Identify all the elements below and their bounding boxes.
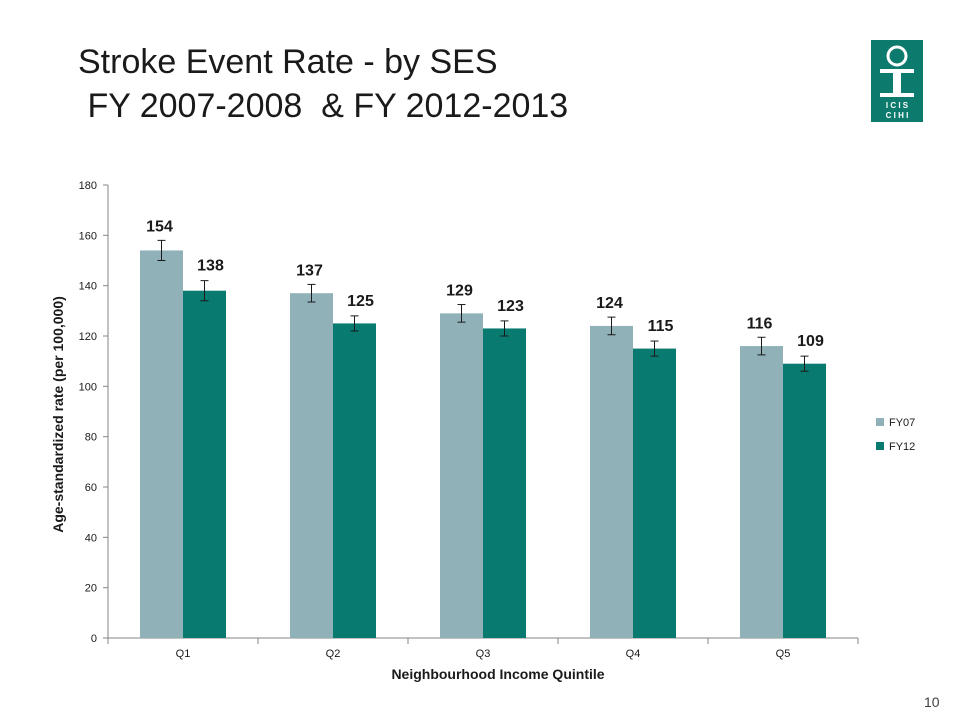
x-tick-label: Q3 bbox=[476, 648, 491, 660]
logo-bottom-bar bbox=[880, 93, 914, 97]
bar-fy12 bbox=[633, 348, 676, 638]
data-label: 138 bbox=[197, 258, 224, 275]
data-label: 129 bbox=[446, 283, 473, 300]
data-label: 154 bbox=[146, 218, 173, 235]
y-tick-label: 60 bbox=[85, 482, 97, 494]
legend-swatch-fy12 bbox=[876, 442, 884, 450]
bar-fy07 bbox=[140, 250, 183, 638]
x-axis-title: Neighbourhood Income Quintile bbox=[391, 666, 604, 682]
bar-fy07 bbox=[290, 293, 333, 638]
bar-fy07 bbox=[740, 346, 783, 638]
x-tick-label: Q4 bbox=[626, 648, 641, 660]
legend-label-fy07: FY07 bbox=[889, 417, 915, 429]
y-tick-label: 120 bbox=[79, 331, 97, 343]
bar-fy12 bbox=[183, 290, 226, 638]
logo-ring bbox=[886, 45, 908, 67]
cihi-logo: I C I S C I H I bbox=[871, 40, 923, 122]
logo-stem bbox=[893, 69, 901, 97]
data-label: 137 bbox=[296, 262, 323, 279]
bar-fy12 bbox=[483, 328, 526, 638]
legend-swatch-fy07 bbox=[876, 418, 884, 426]
y-tick-label: 100 bbox=[79, 381, 97, 393]
data-label: 125 bbox=[347, 293, 374, 310]
data-label: 124 bbox=[596, 295, 623, 312]
logo-text-bottom: C I H I bbox=[886, 111, 909, 120]
y-axis-title: Age-standardized rate (per 100,000) bbox=[50, 296, 66, 533]
y-tick-label: 80 bbox=[85, 432, 97, 444]
x-tick-label: Q5 bbox=[776, 648, 791, 660]
page-number: 10 bbox=[924, 694, 940, 710]
data-label: 109 bbox=[797, 333, 824, 350]
y-tick-label: 140 bbox=[79, 281, 97, 293]
logo-text-top: I C I S bbox=[886, 101, 909, 110]
title-line-2: FY 2007-2008 & FY 2012-2013 bbox=[78, 87, 569, 125]
y-tick-label: 160 bbox=[79, 230, 97, 242]
bar-fy12 bbox=[783, 363, 826, 638]
legend-label-fy12: FY12 bbox=[889, 441, 915, 453]
slide-title: Stroke Event Rate - by SES FY 2007-2008 … bbox=[78, 40, 838, 128]
y-tick-label: 20 bbox=[85, 583, 97, 595]
data-label: 123 bbox=[497, 298, 524, 315]
x-tick-label: Q1 bbox=[176, 648, 191, 660]
y-tick-label: 180 bbox=[79, 180, 97, 192]
title-line-1: Stroke Event Rate - by SES bbox=[78, 43, 498, 81]
bar-fy12 bbox=[333, 323, 376, 638]
data-label: 116 bbox=[747, 315, 773, 332]
y-tick-label: 0 bbox=[91, 633, 97, 645]
bar-fy07 bbox=[440, 313, 483, 638]
bar-fy07 bbox=[590, 325, 633, 638]
data-label: 115 bbox=[648, 318, 674, 335]
x-tick-label: Q2 bbox=[326, 648, 341, 660]
y-tick-label: 40 bbox=[85, 532, 97, 544]
